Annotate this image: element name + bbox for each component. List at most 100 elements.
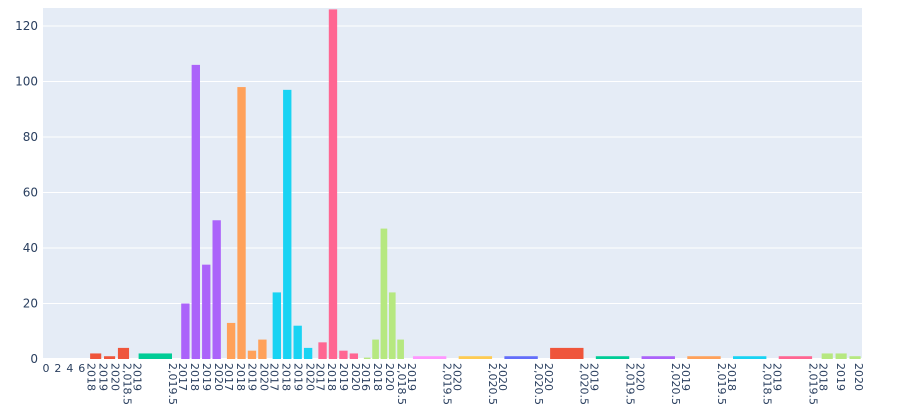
x-tick-label: 2,019.5 xyxy=(166,363,179,405)
bar xyxy=(104,356,116,359)
bar xyxy=(258,339,267,359)
x-tick-label: 0 xyxy=(43,362,50,375)
x-tick-label: 2020 xyxy=(303,363,316,391)
y-axis: 0 20 40 60 80 100 120 xyxy=(15,19,38,366)
x-tick-label: 2,019.5 xyxy=(623,363,636,405)
bar xyxy=(212,220,221,359)
bar xyxy=(349,353,359,359)
bar xyxy=(595,356,630,359)
x-tick-label: 2016 xyxy=(359,363,372,391)
x-tick-label: 2020 xyxy=(212,363,225,391)
x-tick-label: 2019 xyxy=(200,363,213,391)
x-tick-label: 2018 xyxy=(325,363,338,391)
bar xyxy=(458,356,493,359)
bar xyxy=(191,64,200,360)
x-tick-label: 2017 xyxy=(222,363,235,391)
bar xyxy=(778,356,813,359)
bar xyxy=(181,303,190,359)
x-tick-label: 2019 xyxy=(337,363,350,391)
y-tick-label: 120 xyxy=(15,19,38,33)
gridlines xyxy=(43,25,862,360)
bar xyxy=(237,87,246,360)
bar xyxy=(226,322,236,359)
x-tick-label: 2,018.5 xyxy=(395,363,408,405)
x-tick-label: 2019 xyxy=(834,363,847,391)
x-tick-label: 2,020.5 xyxy=(532,363,545,405)
x-tick-label: 2,020.5 xyxy=(669,363,682,405)
x-tick-label: 2020 xyxy=(496,363,509,391)
plot-background xyxy=(43,8,862,359)
x-tick-label: 2019 xyxy=(246,363,259,391)
x-tick-label: 2019 xyxy=(130,363,143,391)
x-tick-label: 2017 xyxy=(176,363,189,391)
bar xyxy=(202,264,211,359)
bar xyxy=(835,353,847,359)
x-tick-label: 2020 xyxy=(542,363,555,391)
bar xyxy=(303,347,313,359)
x-tick-label: 2018 xyxy=(280,363,293,391)
bar xyxy=(363,357,371,359)
x-tick-label: 2019 xyxy=(588,363,601,391)
x-tick-label: 2020 xyxy=(852,363,865,391)
x-tick-label: 2020 xyxy=(258,363,271,391)
bar xyxy=(339,350,348,359)
y-tick-label: 60 xyxy=(23,186,38,200)
bar xyxy=(272,292,281,359)
bar xyxy=(293,325,302,359)
y-tick-label: 20 xyxy=(23,297,38,311)
bar xyxy=(504,356,538,359)
bar xyxy=(388,292,396,359)
bar xyxy=(821,353,833,359)
x-tick-label: 2,020.5 xyxy=(486,363,499,405)
x-tick-label: 2018 xyxy=(371,363,384,391)
x-tick-label: 2020 xyxy=(109,363,122,391)
bar xyxy=(397,339,404,359)
bars xyxy=(90,9,861,360)
y-tick-label: 80 xyxy=(23,130,38,144)
x-tick-label: 2017 xyxy=(268,363,281,391)
bar xyxy=(247,350,257,359)
bar xyxy=(733,356,767,359)
x-tick-label: 2,019.5 xyxy=(715,363,728,405)
x-tick-label: 2020 xyxy=(633,363,646,391)
bar xyxy=(687,356,721,359)
x-tick-label: 6 xyxy=(78,362,85,375)
x-tick-label: 2019 xyxy=(291,363,304,391)
bar xyxy=(380,228,388,359)
y-tick-label: 40 xyxy=(23,241,38,255)
x-tick-label: 2,019.5 xyxy=(441,363,454,405)
bar xyxy=(372,339,379,359)
x-tick-label: 2018 xyxy=(188,363,201,391)
y-tick-label: 100 xyxy=(15,75,38,89)
x-tick-label: 2020 xyxy=(349,363,362,391)
x-tick-label: 2020 xyxy=(383,363,396,391)
x-tick-label: 2019 xyxy=(97,363,110,391)
x-tick-label: 2,018.5 xyxy=(761,363,774,405)
x-tick-label: 2017 xyxy=(313,363,326,391)
x-tick-label: 2018 xyxy=(234,363,247,391)
bar xyxy=(550,347,584,359)
x-tick-label: 2020 xyxy=(451,363,464,391)
x-tick-label: 2019 xyxy=(771,363,784,391)
x-tick-label: 4 xyxy=(66,362,73,375)
x-tick-label: 2,020.5 xyxy=(578,363,591,405)
x-tick-label: 2 xyxy=(54,362,61,375)
x-tick-label: 2018 xyxy=(816,363,829,391)
bar xyxy=(318,342,327,359)
x-tick-label: 2,018.5 xyxy=(120,363,133,405)
bar xyxy=(117,347,130,359)
bar xyxy=(283,89,292,359)
x-tick-label: 2019 xyxy=(679,363,692,391)
x-tick-label: 2018 xyxy=(85,363,98,391)
bar xyxy=(328,9,338,359)
y-tick-label: 0 xyxy=(30,352,38,366)
bar xyxy=(138,353,172,359)
bar xyxy=(849,356,861,359)
bar xyxy=(641,356,675,359)
x-tick-label: 2019 xyxy=(405,363,418,391)
bar xyxy=(412,356,447,359)
x-tick-label: 2018 xyxy=(725,363,738,391)
x-tick-label: 2,019.5 xyxy=(806,363,819,405)
